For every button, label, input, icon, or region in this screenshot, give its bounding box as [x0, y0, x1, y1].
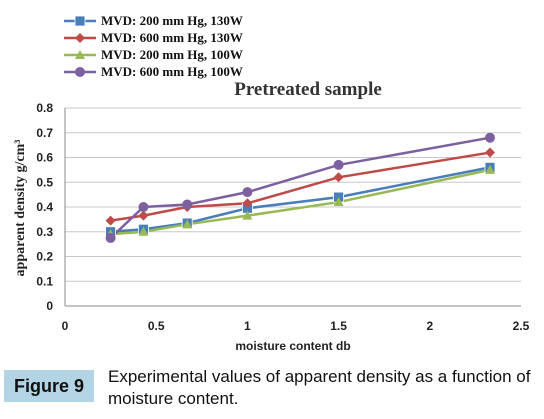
point-marker — [333, 197, 344, 207]
x-tick-label: 2 — [426, 319, 433, 333]
point-marker — [182, 199, 193, 210]
point-marker — [105, 215, 116, 226]
legend-label: MVD: 600 mm Hg, 130W — [101, 30, 243, 45]
figure-label-badge: Figure 9 — [4, 370, 94, 402]
point-marker — [182, 219, 193, 229]
y-tick-label: 0.2 — [36, 250, 53, 264]
y-tick-label: 0.5 — [36, 175, 53, 189]
y-tick-label: 0.7 — [36, 126, 53, 140]
series-line-1 — [110, 166, 491, 233]
caption-text: Experimental values of apparent density … — [108, 367, 531, 408]
point-marker — [242, 210, 253, 220]
x-tick-label: 0.5 — [148, 319, 165, 333]
y-axis-label: apparent density g/cm³ — [13, 140, 28, 277]
y-tick-label: 0.4 — [36, 200, 53, 214]
figure-caption: Figure 9 Experimental values of apparent… — [0, 362, 544, 419]
series-lines — [109, 136, 491, 239]
x-tick-label: 0 — [62, 319, 69, 333]
x-tick-label: 1 — [244, 319, 251, 333]
point-marker — [75, 50, 85, 59]
point-marker — [242, 187, 253, 198]
gridlines — [65, 107, 521, 282]
point-marker — [333, 159, 344, 170]
y-tick-label: 0.3 — [36, 225, 53, 239]
point-marker — [138, 210, 149, 221]
point-marker — [105, 232, 116, 243]
point-marker — [75, 33, 85, 43]
x-axis-label: moisture content db — [235, 339, 350, 353]
y-tick-labels: 0 0.1 0.2 0.3 0.4 0.5 0.6 0.7 0.8 — [36, 101, 53, 313]
legend: MVD: 200 mm Hg, 130W MVD: 600 mm Hg, 130W… — [64, 13, 243, 79]
x-tick-labels: 0 0.5 1 1.5 2 2.5 — [62, 319, 530, 333]
point-marker — [75, 67, 85, 77]
x-tick-label: 2.5 — [513, 319, 530, 333]
point-marker — [74, 15, 86, 27]
series-markers — [105, 132, 496, 243]
series-line-4 — [109, 136, 491, 239]
y-tick-label: 0.8 — [36, 101, 53, 115]
x-tick-label: 1.5 — [330, 319, 347, 333]
series-line-3 — [110, 168, 491, 236]
y-tick-label: 0.1 — [36, 274, 53, 288]
point-marker — [138, 202, 149, 212]
chart: 0 0.1 0.2 0.3 0.4 0.5 0.6 0.7 0.8 0 0.5 1 1.5 2 2.5 P… — [13, 13, 530, 353]
y-tick-label: 0 — [46, 299, 53, 313]
point-marker — [242, 198, 253, 209]
chart-title: Pretreated sample — [234, 79, 382, 100]
series-line-2 — [110, 151, 491, 222]
point-marker — [484, 132, 495, 143]
legend-label: MVD: 600 mm Hg, 100W — [101, 64, 243, 79]
legend-label: MVD: 200 mm Hg, 100W — [101, 47, 243, 62]
legend-label: MVD: 200 mm Hg, 130W — [101, 13, 243, 28]
point-marker — [138, 226, 149, 236]
point-marker — [484, 164, 495, 174]
point-marker — [333, 172, 344, 183]
y-tick-label: 0.6 — [36, 151, 53, 165]
point-marker — [484, 147, 495, 158]
